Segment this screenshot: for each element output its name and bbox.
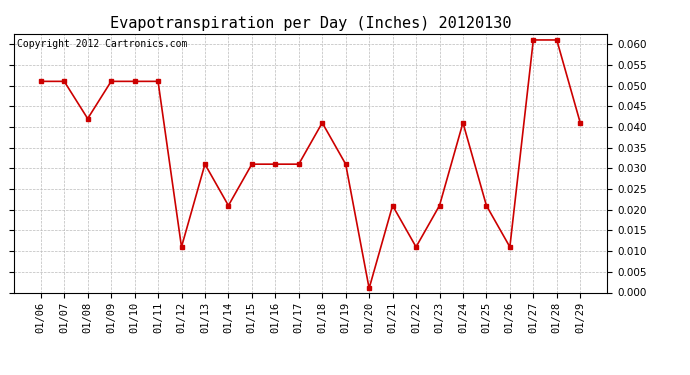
Text: Copyright 2012 Cartronics.com: Copyright 2012 Cartronics.com — [17, 39, 187, 49]
Title: Evapotranspiration per Day (Inches) 20120130: Evapotranspiration per Day (Inches) 2012… — [110, 16, 511, 31]
